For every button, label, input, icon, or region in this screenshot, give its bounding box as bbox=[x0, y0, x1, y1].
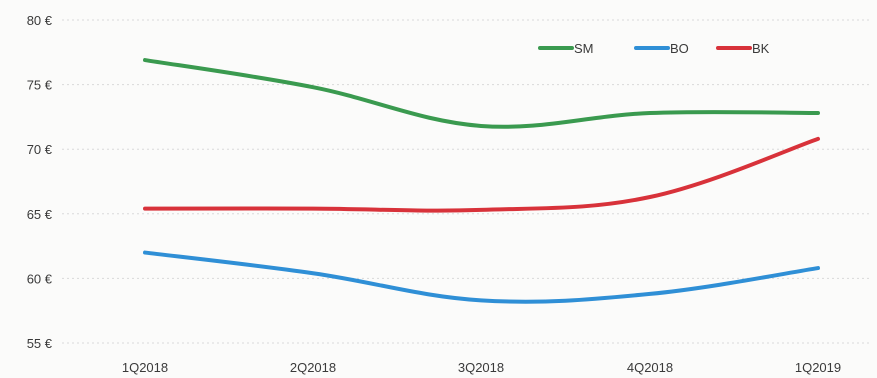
legend-label-bo: BO bbox=[670, 41, 689, 56]
x-tick-label: 2Q2018 bbox=[290, 360, 336, 375]
y-tick-label: 80 € bbox=[27, 13, 53, 28]
y-tick-label: 75 € bbox=[27, 78, 53, 93]
series-line-bk bbox=[143, 136, 820, 213]
series-line-bo bbox=[143, 250, 820, 304]
y-tick-label: 70 € bbox=[27, 142, 53, 157]
legend-label-sm: SM bbox=[574, 41, 594, 56]
x-tick-label: 1Q2018 bbox=[122, 360, 168, 375]
y-tick-label: 55 € bbox=[27, 336, 53, 351]
x-tick-label: 3Q2018 bbox=[458, 360, 504, 375]
x-tick-label: 1Q2019 bbox=[795, 360, 841, 375]
y-tick-label: 60 € bbox=[27, 271, 53, 286]
x-tick-label: 4Q2018 bbox=[627, 360, 673, 375]
y-tick-label: 65 € bbox=[27, 207, 53, 222]
legend-label-bk: BK bbox=[752, 41, 770, 56]
series-line-sm bbox=[143, 58, 820, 129]
